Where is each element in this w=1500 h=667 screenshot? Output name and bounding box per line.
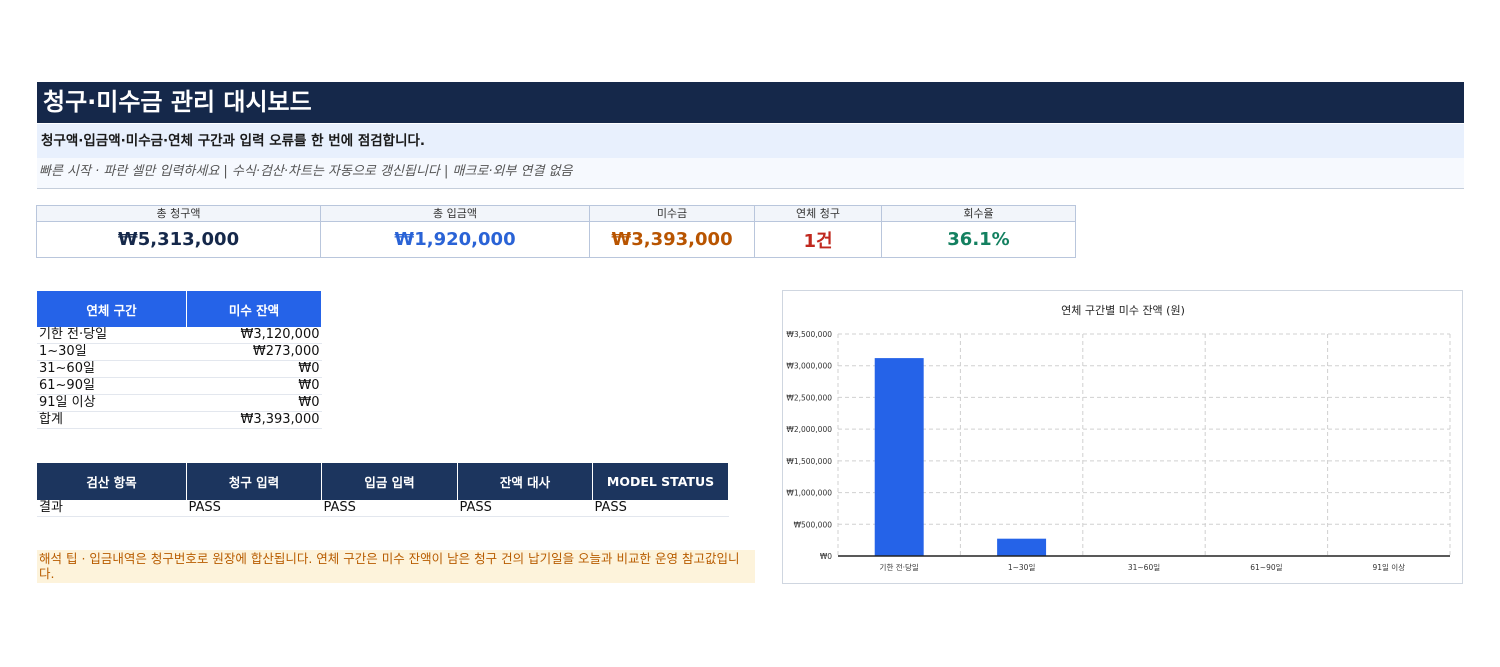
chart-y-tick-label: ₩1,000,000: [786, 489, 832, 498]
chart-y-tick-label: ₩3,500,000: [786, 330, 832, 339]
kpi-value-total-billed[interactable]: ₩5,313,000: [36, 221, 321, 258]
aging-amount-cell[interactable]: ₩3,120,000: [186, 327, 322, 344]
aging-amount-cell[interactable]: ₩273,000: [186, 343, 322, 361]
aging-chart-svg: 연체 구간별 미수 잔액 (원) ₩0 ₩500,000 ₩1,000,000 ₩1,…: [786, 304, 1451, 572]
quickstart-note: 빠른 시작 · 파란 셀만 입력하세요 | 수식·검산·차트는 자동으로 갱신됩…: [37, 158, 1464, 189]
kpi-label-overdue: 연체 청구: [754, 205, 882, 222]
page-subtitle: 청구액·입금액·미수금·연체 구간과 입력 오류를 한 번에 점검합니다.: [37, 124, 1464, 158]
kpi-label-outstanding: 미수금: [589, 205, 755, 222]
chart-y-tick-label: ₩2,000,000: [786, 425, 832, 434]
chart-bar[interactable]: [874, 358, 924, 556]
kpi-label-total-billed: 총 청구액: [36, 205, 321, 222]
aging-header-amount[interactable]: 미수 잔액: [186, 291, 322, 327]
chart-y-tick-label: ₩500,000: [794, 520, 833, 529]
chart-x-tick-label: 1~30일: [1008, 563, 1036, 572]
table-row: 61~90일 ₩0: [37, 377, 322, 395]
kpi-value-recovery-rate[interactable]: 36.1%: [881, 221, 1076, 258]
table-row: 결과 PASS PASS PASS PASS: [37, 500, 729, 517]
aging-bucket-cell[interactable]: 31~60일: [37, 360, 187, 378]
table-row: 91일 이상 ₩0: [37, 394, 322, 412]
aging-bucket-cell[interactable]: 61~90일: [37, 377, 187, 395]
chart-y-ticks: ₩0 ₩500,000 ₩1,000,000 ₩1,500,000 ₩2,000,000…: [786, 330, 832, 561]
chart-x-tick-label: 기한 전·당일: [880, 562, 919, 572]
kpi-table: 총 청구액 총 입금액 미수금 연체 청구 회수율 ₩5,313,000 ₩1,…: [36, 205, 1076, 258]
table-row: 기한 전·당일 ₩3,120,000: [37, 327, 322, 344]
kpi-label-total-received: 총 입금액: [320, 205, 590, 222]
aging-amount-cell[interactable]: ₩0: [186, 377, 322, 395]
checks-billing-status[interactable]: PASS: [186, 500, 322, 517]
checks-table: 검산 항목 청구 입력 입금 입력 잔액 대사 MODEL STATUS 결과 …: [37, 463, 729, 517]
kpi-value-outstanding[interactable]: ₩3,393,000: [589, 221, 755, 258]
chart-x-tick-label: 91일 이상: [1372, 562, 1405, 572]
chart-y-tick-label: ₩3,000,000: [786, 362, 832, 371]
aging-table: 연체 구간 미수 잔액 기한 전·당일 ₩3,120,000 1~30일 ₩27…: [37, 291, 322, 429]
aging-total-amount[interactable]: ₩3,393,000: [186, 411, 322, 429]
checks-header-item[interactable]: 검산 항목: [37, 463, 187, 500]
table-row: 31~60일 ₩0: [37, 360, 322, 378]
chart-x-ticks: 기한 전·당일 1~30일 31~60일 61~90일 91일 이상: [838, 555, 1450, 572]
aging-bucket-cell[interactable]: 기한 전·당일: [37, 327, 187, 344]
kpi-label-recovery-rate: 회수율: [881, 205, 1076, 222]
aging-chart[interactable]: 연체 구간별 미수 잔액 (원) ₩0 ₩500,000 ₩1,000,000 ₩1,…: [782, 290, 1463, 584]
checks-receipt-status[interactable]: PASS: [321, 500, 458, 517]
chart-gridlines: [837, 333, 1451, 556]
checks-header-receipt[interactable]: 입금 입력: [321, 463, 458, 500]
checks-balance-status[interactable]: PASS: [457, 500, 593, 517]
page-title: 청구·미수금 관리 대시보드: [37, 82, 1464, 123]
chart-x-tick-label: 61~90일: [1250, 563, 1282, 572]
chart-bars: [874, 358, 1047, 556]
chart-x-tick-label: 31~60일: [1128, 563, 1160, 572]
table-row: 1~30일 ₩273,000: [37, 343, 322, 361]
table-row-total: 합계 ₩3,393,000: [37, 411, 322, 429]
aging-header-bucket[interactable]: 연체 구간: [37, 291, 187, 327]
chart-bar[interactable]: [997, 538, 1047, 556]
kpi-value-overdue[interactable]: 1건: [754, 221, 882, 258]
aging-total-label[interactable]: 합계: [37, 411, 187, 429]
checks-header-balance[interactable]: 잔액 대사: [457, 463, 593, 500]
checks-header-model-status[interactable]: MODEL STATUS: [592, 463, 729, 500]
checks-header-billing[interactable]: 청구 입력: [186, 463, 322, 500]
chart-title: 연체 구간별 미수 잔액 (원): [1061, 304, 1185, 317]
aging-amount-cell[interactable]: ₩0: [186, 394, 322, 412]
chart-y-tick-label: ₩0: [820, 552, 832, 561]
aging-bucket-cell[interactable]: 1~30일: [37, 343, 187, 361]
kpi-value-total-received[interactable]: ₩1,920,000: [320, 221, 590, 258]
interpretation-tip: 해석 팁 · 입금내역은 청구번호로 원장에 합산됩니다. 연체 구간은 미수 …: [37, 550, 755, 583]
chart-y-tick-label: ₩1,500,000: [786, 457, 832, 466]
aging-amount-cell[interactable]: ₩0: [186, 360, 322, 378]
chart-y-tick-label: ₩2,500,000: [786, 393, 832, 402]
checks-model-status[interactable]: PASS: [592, 500, 729, 517]
checks-result-label[interactable]: 결과: [37, 500, 187, 517]
aging-bucket-cell[interactable]: 91일 이상: [37, 394, 187, 412]
